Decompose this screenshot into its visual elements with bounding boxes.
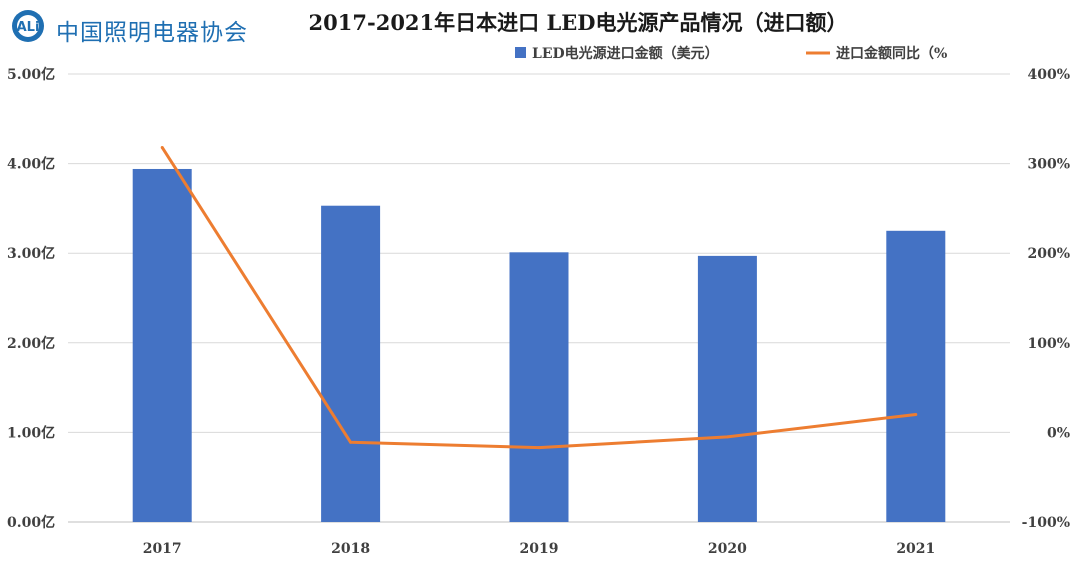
legend-label-line: 进口金额同比（% bbox=[836, 45, 947, 62]
left-tick-label: 1.00亿 bbox=[7, 424, 55, 441]
line-point bbox=[537, 446, 541, 450]
bar bbox=[697, 255, 757, 522]
left-tick-label: 3.00亿 bbox=[7, 245, 55, 262]
right-tick-label: 200% bbox=[1027, 246, 1070, 262]
logo-org-name: 中国照明电器协会 bbox=[56, 20, 248, 46]
right-axis: -100% 0% 100% 200% 300% 400% bbox=[1022, 67, 1070, 531]
chart-title: 2017-2021年日本进口 LED电光源产品情况（进口额） bbox=[309, 10, 848, 35]
chart-legend: LED电光源进口金额（美元） 进口金额同比（% bbox=[515, 45, 947, 62]
right-tick-label: 0% bbox=[1047, 425, 1070, 441]
legend-label-bar: LED电光源进口金额（美元） bbox=[532, 45, 719, 62]
line-point bbox=[914, 412, 918, 416]
left-tick-label: 5.00亿 bbox=[7, 66, 55, 83]
bar-series bbox=[132, 168, 946, 523]
bar bbox=[886, 230, 946, 523]
right-tick-label: 100% bbox=[1027, 336, 1070, 352]
line-series bbox=[160, 145, 918, 450]
legend-swatch-bar bbox=[515, 47, 526, 58]
x-tick-label: 2017 bbox=[143, 541, 182, 557]
logo: ALi 中国照明电器协会 bbox=[4, 6, 254, 46]
bar bbox=[132, 168, 192, 522]
left-tick-label: 4.00亿 bbox=[7, 156, 55, 173]
x-tick-label: 2018 bbox=[331, 541, 370, 557]
bar bbox=[509, 252, 569, 522]
left-axis: 0.00亿 1.00亿 2.00亿 3.00亿 4.00亿 5.00亿 bbox=[7, 66, 55, 531]
bar bbox=[321, 205, 381, 522]
left-tick-label: 0.00亿 bbox=[7, 514, 55, 531]
x-tick-label: 2021 bbox=[896, 541, 935, 557]
line-point bbox=[725, 435, 729, 439]
x-axis: 2017 2018 2019 2020 2021 bbox=[143, 541, 936, 557]
line-point bbox=[160, 145, 164, 149]
line-point bbox=[349, 440, 353, 444]
logo-icon-text: ALi bbox=[17, 20, 40, 35]
x-tick-label: 2019 bbox=[520, 541, 559, 557]
right-tick-label: 300% bbox=[1027, 157, 1070, 173]
right-tick-label: -100% bbox=[1022, 515, 1070, 531]
ali-logo-icon: ALi bbox=[12, 10, 44, 42]
right-tick-label: 400% bbox=[1027, 67, 1070, 83]
left-tick-label: 2.00亿 bbox=[7, 335, 55, 352]
x-tick-label: 2020 bbox=[708, 541, 747, 557]
